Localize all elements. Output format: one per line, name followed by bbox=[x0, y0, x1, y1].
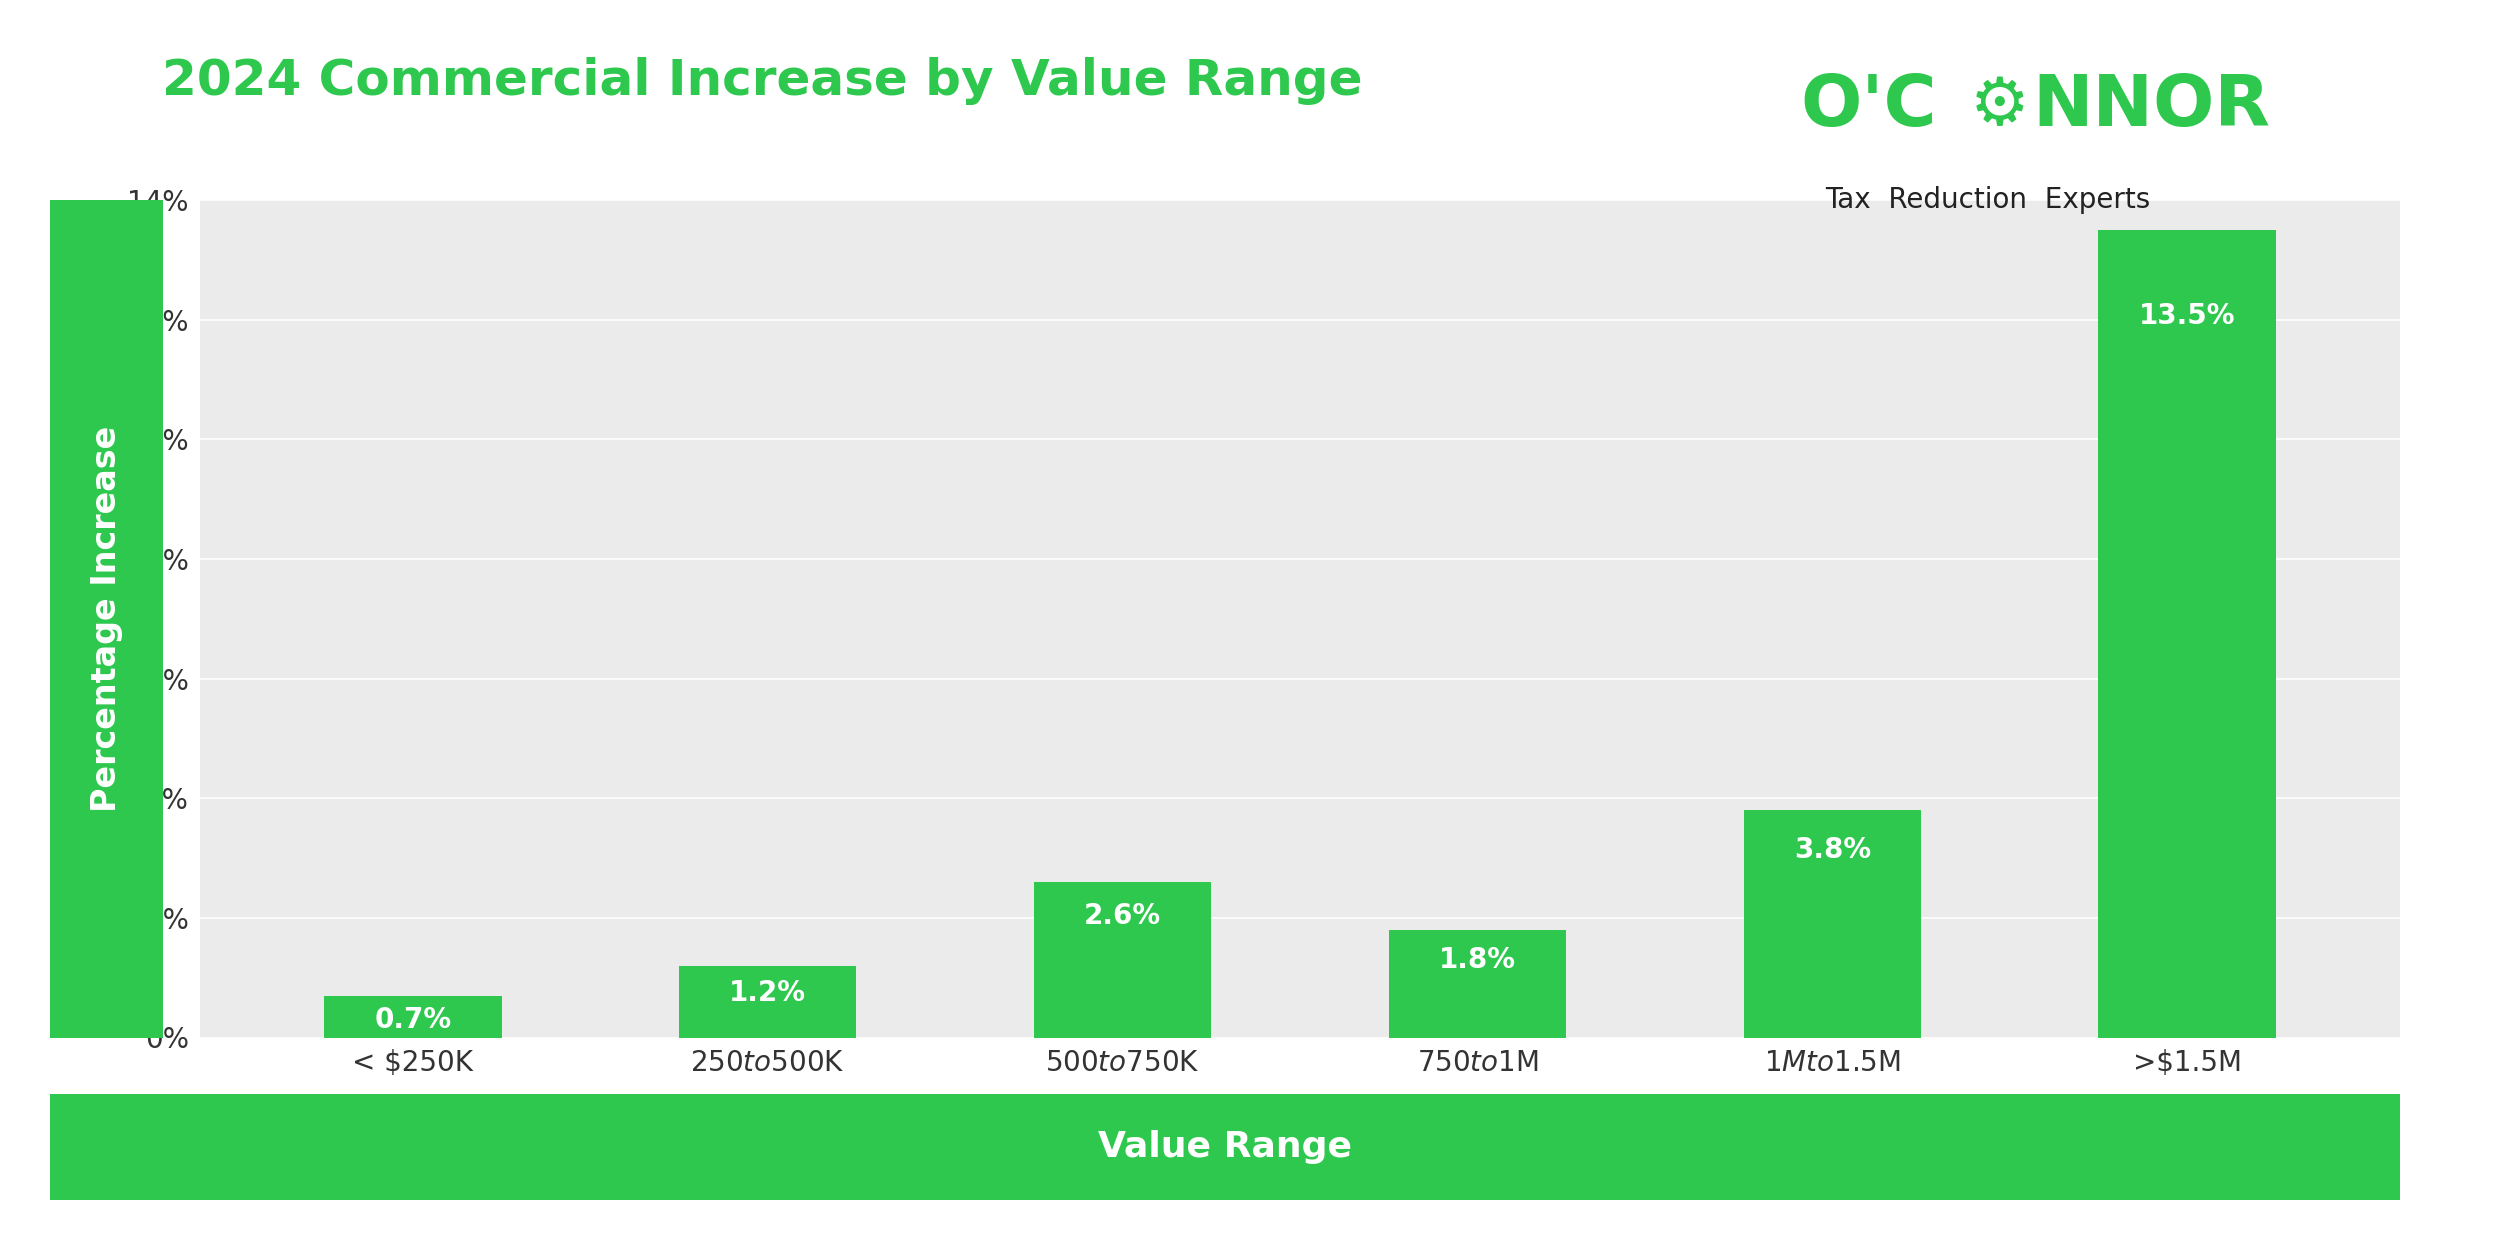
Text: 3.8%: 3.8% bbox=[1792, 835, 1870, 864]
Text: 2024 Commercial Increase by Value Range: 2024 Commercial Increase by Value Range bbox=[162, 58, 1362, 105]
Bar bbox=[2098, 230, 2275, 1038]
Bar bbox=[680, 966, 858, 1038]
Text: 1.2%: 1.2% bbox=[730, 979, 805, 1006]
Bar bbox=[1388, 930, 1565, 1038]
Text: NNOR: NNOR bbox=[2032, 71, 2270, 141]
Text: 13.5%: 13.5% bbox=[2140, 301, 2235, 330]
Bar bbox=[1742, 810, 1920, 1038]
Text: Percentage Increase: Percentage Increase bbox=[90, 425, 123, 812]
Bar bbox=[325, 995, 502, 1038]
Text: 1.8%: 1.8% bbox=[1440, 945, 1515, 974]
Text: Value Range: Value Range bbox=[1098, 1130, 1352, 1164]
Text: ⚙: ⚙ bbox=[1970, 74, 2030, 139]
Text: 0.7%: 0.7% bbox=[375, 1006, 452, 1034]
Text: Tax  Reduction  Experts: Tax Reduction Experts bbox=[1825, 186, 2150, 214]
Text: O'C: O'C bbox=[1800, 71, 1938, 141]
Bar bbox=[1035, 882, 1212, 1038]
Text: 2.6%: 2.6% bbox=[1085, 901, 1160, 930]
